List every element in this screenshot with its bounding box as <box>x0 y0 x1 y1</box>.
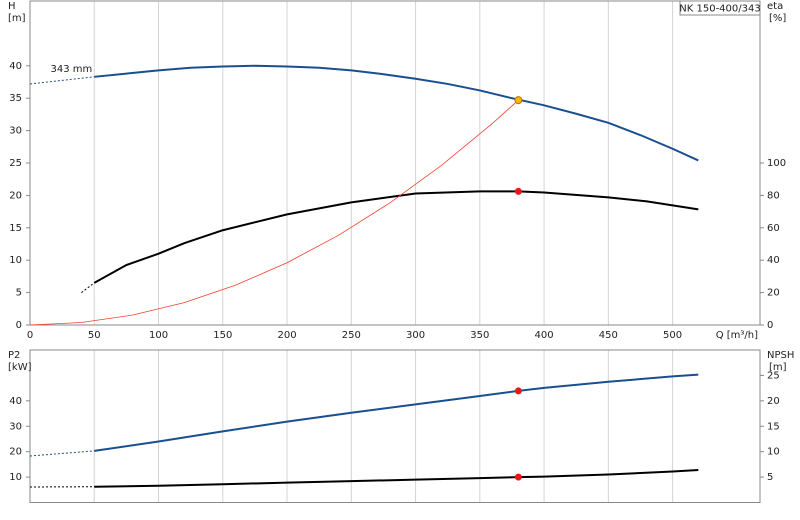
y-axis-unit: [m] <box>8 13 26 24</box>
y-tick-label: 30 <box>9 126 22 137</box>
y-axis-label: H <box>8 1 16 12</box>
x-axis-label: Q [m³/h] <box>716 330 758 341</box>
duty-point <box>514 187 522 195</box>
y2-axis-unit: [m] <box>769 362 787 373</box>
y-tick-label: 10 <box>9 255 22 266</box>
x-tick-label: 250 <box>342 330 361 341</box>
curve-label: 343 mm <box>51 64 93 75</box>
y-tick-label: 20 <box>9 190 22 201</box>
y-tick-label: 5 <box>16 288 22 299</box>
y-tick-label: 40 <box>9 396 22 407</box>
y2-tick-label: 80 <box>767 190 780 201</box>
curve <box>94 468 699 488</box>
y-axis-unit: [kW] <box>8 362 32 373</box>
y2-tick-label: 5 <box>767 472 773 483</box>
y2-tick-label: 10 <box>767 447 780 458</box>
x-tick-label: 50 <box>88 330 101 341</box>
y-tick-label: 15 <box>9 223 22 234</box>
y2-tick-label: 40 <box>767 255 780 266</box>
y-tick-label: 30 <box>9 421 22 432</box>
y-tick-label: 35 <box>9 93 22 104</box>
duty-point <box>514 387 522 395</box>
curve <box>29 450 95 457</box>
curve <box>94 373 699 452</box>
y2-tick-label: 15 <box>767 421 780 432</box>
duty-point <box>514 473 522 481</box>
y-tick-label: 10 <box>9 472 22 483</box>
plot-frame <box>29 0 761 326</box>
y2-axis-label: NPSH <box>767 350 794 361</box>
curve <box>93 190 699 284</box>
curve <box>94 64 699 162</box>
y-axis-label: P2 <box>8 350 20 361</box>
y-tick-label: 25 <box>9 158 22 169</box>
y2-tick-label: 20 <box>767 288 780 299</box>
y-tick-label: 20 <box>9 447 22 458</box>
y2-tick-label: 60 <box>767 223 780 234</box>
x-tick-label: 400 <box>535 330 554 341</box>
title-box <box>679 0 761 16</box>
x-tick-label: 350 <box>470 330 489 341</box>
chart-title: NK 150-400/343 <box>679 4 760 15</box>
y2-tick-label: 20 <box>767 396 780 407</box>
x-tick-label: 300 <box>406 330 425 341</box>
x-tick-label: 200 <box>277 330 296 341</box>
x-tick-label: 500 <box>663 330 682 341</box>
x-tick-label: 450 <box>599 330 618 341</box>
curve <box>29 76 95 85</box>
x-tick-label: 100 <box>149 330 168 341</box>
y2-axis-label: eta <box>767 1 783 12</box>
duty-point <box>514 96 523 105</box>
x-tick-label: 150 <box>213 330 232 341</box>
y-tick-label: 0 <box>16 320 22 331</box>
x-tick-label: 0 <box>27 330 33 341</box>
curve <box>29 99 519 326</box>
y2-tick-label: 25 <box>767 370 780 381</box>
curve <box>81 282 95 293</box>
y2-axis-unit: [%] <box>769 13 786 24</box>
y-tick-label: 40 <box>9 61 22 72</box>
y2-tick-label: 100 <box>767 158 786 169</box>
y2-tick-label: 0 <box>767 320 773 331</box>
